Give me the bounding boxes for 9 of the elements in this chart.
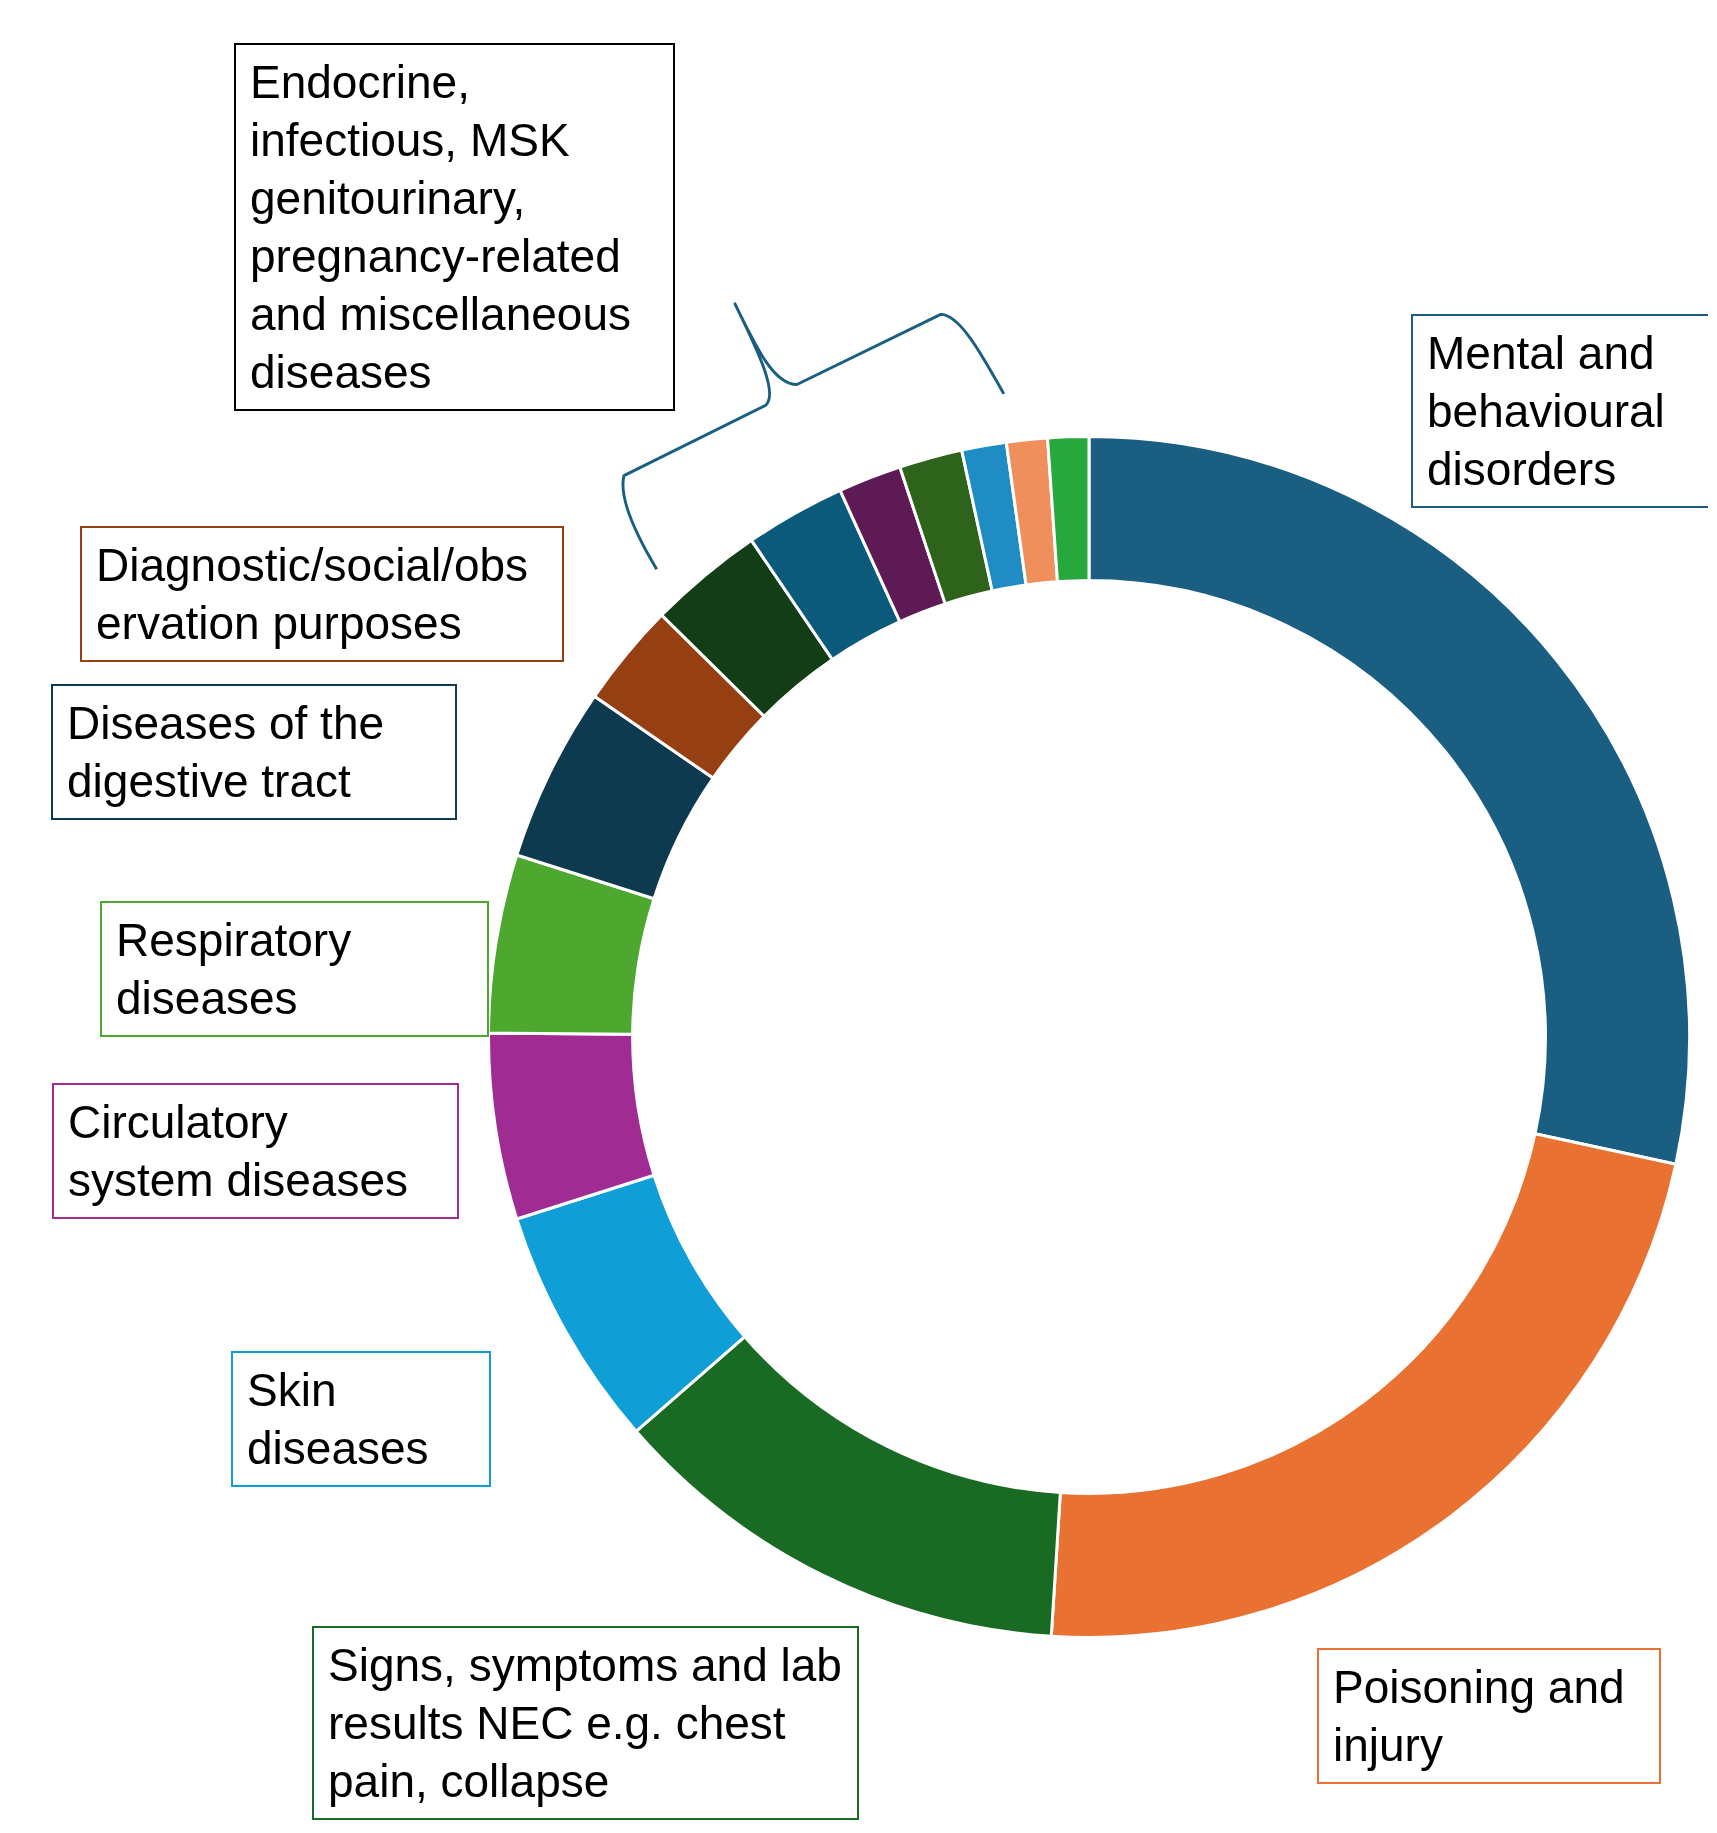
text: Endocrine, infectious, MSK genitourinary, pregnancy-related and miscellaneous diseases xyxy=(234,43,675,411)
slice-label: Mental and behavioural disorders xyxy=(1426,326,1666,497)
slice-label: Diagnostic/social/observation purposes xyxy=(80,526,564,662)
slice-label: Respiratory diseases xyxy=(100,901,489,1037)
slice-label: Poisoning and injury xyxy=(1317,1648,1661,1784)
slice-label: Circulatory system diseases xyxy=(52,1083,459,1219)
slice-label: Diseases of the digestive tract xyxy=(51,684,457,820)
slice-label: Skin diseases xyxy=(231,1351,491,1487)
slice-label: Signs, symptoms and lab results NEC e.g. chest pain, collapse xyxy=(312,1626,859,1820)
